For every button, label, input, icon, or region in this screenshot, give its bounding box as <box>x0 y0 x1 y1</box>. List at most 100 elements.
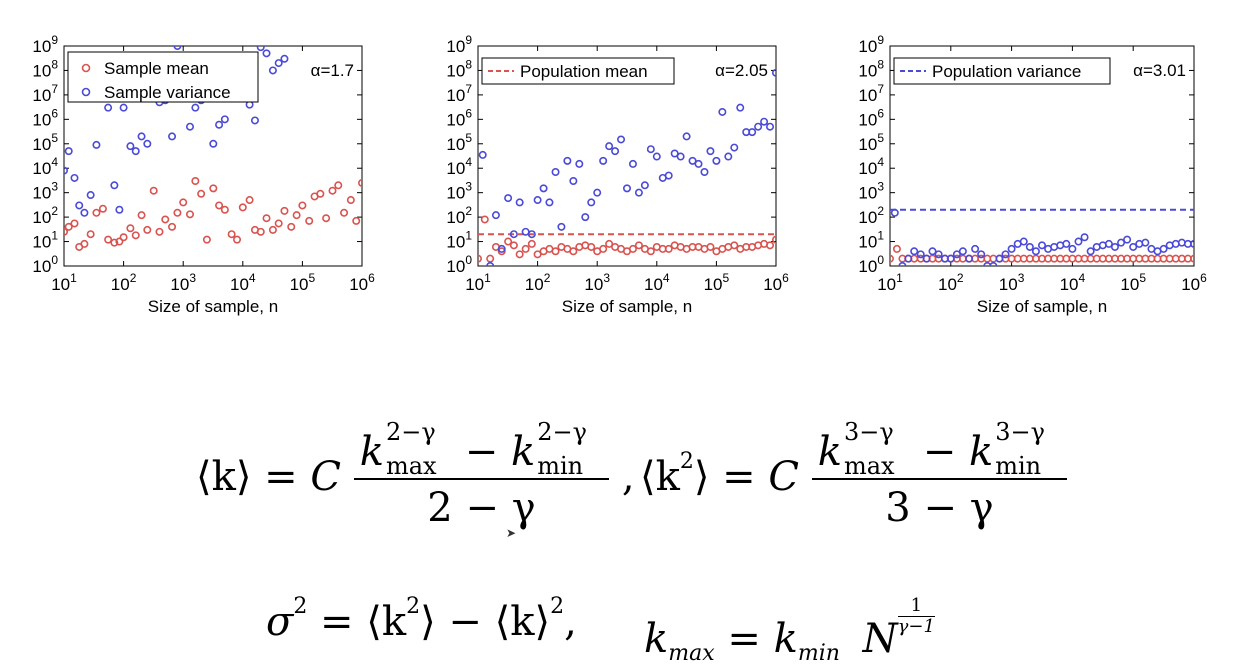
variance-point <box>1190 239 1194 248</box>
second-lhs-exp: 2 <box>679 449 694 474</box>
variance-point <box>137 132 146 141</box>
mean-point <box>104 235 113 244</box>
variance-point <box>928 247 937 256</box>
variance-point <box>1062 239 1071 248</box>
variance-point <box>946 254 955 263</box>
alpha-annotation: α=2.05 <box>715 61 768 80</box>
max-subscript: max <box>843 452 895 480</box>
variance-point <box>718 107 727 116</box>
mean-point <box>352 216 361 225</box>
alpha-annotation: α=1.7 <box>311 61 354 80</box>
variance-point <box>995 254 1004 263</box>
second-denominator: 3 − γ <box>885 485 994 531</box>
mean-point <box>262 214 271 223</box>
y-tick-label: 107 <box>858 82 884 105</box>
sigma-symbol: σ <box>266 599 294 645</box>
variance-point <box>533 196 542 205</box>
legend: Population variance <box>893 57 1111 85</box>
k-symbol: k <box>817 429 842 475</box>
mean-point <box>478 254 482 263</box>
variance-point <box>760 117 769 126</box>
y-tick-label: 107 <box>32 82 58 105</box>
mean-point <box>256 227 265 236</box>
variance-point <box>640 181 649 190</box>
formula-variance: σ2 = ⟨k2⟩ − ⟨k⟩2, <box>266 594 577 645</box>
variance-point <box>646 145 655 154</box>
minus: − <box>451 429 511 475</box>
min-subscript: min <box>995 452 1042 480</box>
y-tick-label: 103 <box>446 180 472 203</box>
variance-point <box>557 222 566 231</box>
y-tick-label: 105 <box>858 131 884 154</box>
mean-point <box>149 186 158 195</box>
mean-point <box>168 222 177 231</box>
x-tick-label: 101 <box>465 271 491 294</box>
variance-point <box>724 152 733 161</box>
plot-frame <box>63 45 363 267</box>
x-axis-label: Size of sample, n <box>562 297 692 316</box>
mean-point <box>143 225 152 234</box>
x-tick-label: 102 <box>525 271 551 294</box>
variance-point <box>664 171 673 180</box>
mean-point <box>634 241 643 250</box>
variance-point <box>971 244 980 253</box>
kmax-subscript: max <box>668 640 715 666</box>
x-axis-label: Size of sample, n <box>148 297 278 316</box>
y-tick-label: 109 <box>32 33 58 56</box>
variance-point <box>1086 247 1095 256</box>
chart-panel-2: 101 102 103 104 105 1061001011021031041051061… <box>446 33 789 316</box>
variance-exp-2: 2 <box>406 594 421 619</box>
y-tick-label: 102 <box>446 204 472 227</box>
variance-point <box>634 188 643 197</box>
variance-point <box>890 208 899 217</box>
mean-point <box>1190 254 1194 263</box>
y-tick-label: 109 <box>446 33 472 56</box>
mean-point <box>131 231 140 240</box>
y-tick-label: 102 <box>858 204 884 227</box>
variance-point <box>593 188 602 197</box>
x-tick-label: 103 <box>170 271 196 294</box>
mean-point <box>322 214 331 223</box>
y-tick-label: 105 <box>446 131 472 154</box>
mean-point <box>346 196 355 205</box>
mean-point <box>628 244 637 253</box>
variance-point <box>611 147 620 156</box>
variance-point <box>676 152 685 161</box>
y-tick-label: 101 <box>858 229 884 252</box>
mean-point <box>280 206 289 215</box>
variance-point <box>730 143 739 152</box>
mean-point <box>358 178 362 187</box>
max-subscript: max <box>385 452 437 480</box>
variance-point <box>1123 235 1132 244</box>
k-symbol: k <box>359 429 384 475</box>
variance-point <box>173 46 182 50</box>
y-tick-label: 104 <box>32 155 58 178</box>
mean-point <box>115 237 124 246</box>
variance-point <box>1007 244 1016 253</box>
mean-point <box>161 215 170 224</box>
variance-point <box>1141 238 1150 247</box>
legend-label: Population mean <box>520 62 648 81</box>
variance-point <box>617 135 626 144</box>
mean-point <box>98 204 107 213</box>
variance-point <box>922 254 931 263</box>
second-coef: C <box>768 454 800 500</box>
variance-point <box>712 156 721 165</box>
variance-point <box>545 198 554 207</box>
variance-point <box>209 139 218 148</box>
variance-point <box>1129 242 1138 251</box>
mean-point <box>292 211 301 220</box>
x-tick-label: 106 <box>1181 271 1207 294</box>
plot-area <box>478 68 776 266</box>
y-tick-label: 101 <box>32 229 58 252</box>
mean-point <box>238 203 247 212</box>
variance-point <box>250 116 259 125</box>
mean-exp-max: 2−γ <box>385 418 436 446</box>
mean-point <box>64 227 68 236</box>
variance-exp-3: 2 <box>550 594 565 619</box>
mean-point <box>605 239 614 248</box>
sigma-exp: 2 <box>293 594 308 619</box>
mean-point <box>706 242 715 251</box>
variance-point <box>86 191 95 200</box>
x-tick-label: 101 <box>51 271 77 294</box>
